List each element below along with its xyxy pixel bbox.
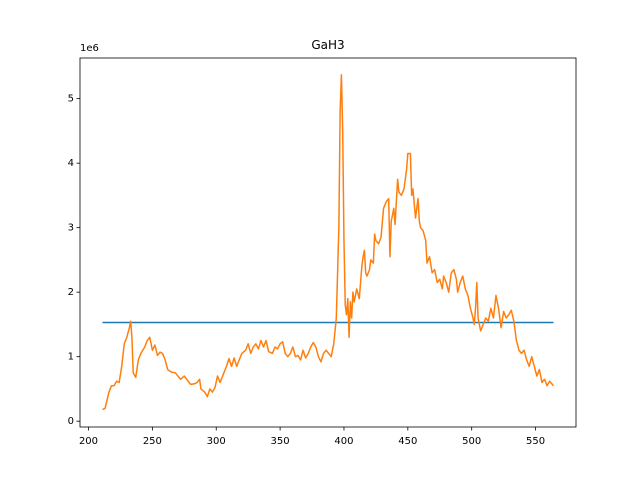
- x-tick-label: 250: [143, 436, 162, 447]
- y-tick-label: 2: [68, 287, 74, 298]
- plot-frame: [79, 57, 577, 428]
- x-tick-label: 550: [526, 436, 545, 447]
- x-tick-label: 450: [398, 436, 417, 447]
- x-tick-label: 200: [79, 436, 98, 447]
- y-tick-label: 1: [68, 352, 74, 363]
- x-tick-label: 400: [334, 436, 353, 447]
- x-tick-label: 350: [271, 436, 290, 447]
- y-tick-label: 3: [68, 223, 74, 234]
- y-tick-label: 4: [68, 158, 74, 169]
- y-offset-label: 1e6: [80, 43, 99, 54]
- chart-title: GaH3: [311, 38, 344, 52]
- data-line: [102, 74, 555, 411]
- y-tick-label: 5: [68, 94, 74, 105]
- x-tick-label: 500: [462, 436, 481, 447]
- y-tick-label: 0: [68, 416, 74, 427]
- x-tick-label: 300: [207, 436, 226, 447]
